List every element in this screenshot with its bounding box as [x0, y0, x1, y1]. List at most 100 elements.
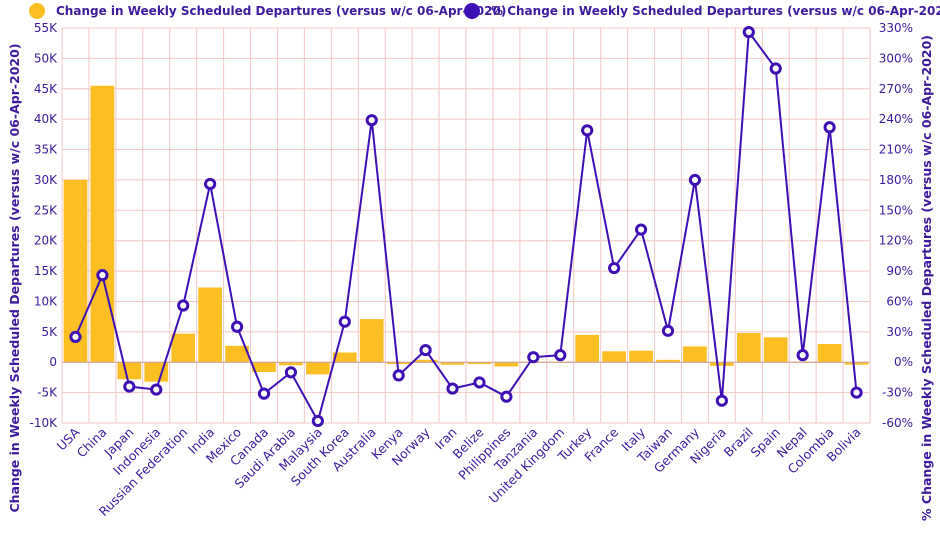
bar[interactable]	[844, 362, 869, 365]
right-tick-label: 30%	[886, 325, 913, 339]
right-tick-label: 90%	[886, 264, 913, 278]
legend-item-line[interactable]: % Change in Weekly Scheduled Departures …	[464, 3, 940, 19]
line-point[interactable]	[69, 330, 82, 344]
line-point[interactable]	[554, 349, 567, 362]
line-point[interactable]	[715, 394, 728, 407]
bar[interactable]	[763, 337, 788, 363]
bar[interactable]	[117, 362, 142, 380]
line-point[interactable]	[204, 177, 217, 191]
legend-label-bars: Change in Weekly Scheduled Departures (v…	[56, 4, 506, 18]
line-point[interactable]	[392, 369, 405, 382]
right-tick-label: 150%	[879, 203, 913, 217]
left-tick-label: 20K	[34, 234, 58, 248]
right-tick-label: 120%	[879, 234, 913, 248]
right-tick-label: -30%	[882, 386, 913, 400]
line-point[interactable]	[446, 382, 459, 395]
bar[interactable]	[683, 346, 707, 363]
line-point[interactable]	[284, 366, 298, 379]
bar-series	[63, 85, 869, 382]
line-point[interactable]	[796, 349, 809, 362]
series-line	[74, 29, 858, 424]
legend-item-bars[interactable]: Change in Weekly Scheduled Departures (v…	[29, 3, 506, 19]
line-point[interactable]	[257, 387, 271, 400]
bar[interactable]	[306, 362, 330, 375]
bar[interactable]	[629, 350, 653, 363]
line-point[interactable]	[500, 390, 513, 403]
bar[interactable]	[359, 319, 384, 363]
bar[interactable]	[225, 345, 249, 363]
left-tick-label: -5K	[37, 386, 58, 400]
left-tick-label: 30K	[34, 173, 58, 187]
line-point[interactable]	[96, 269, 109, 282]
line-point[interactable]	[419, 343, 432, 357]
legend-swatch-line	[464, 3, 480, 19]
right-tick-label: 300%	[879, 51, 913, 65]
bar[interactable]	[710, 362, 734, 366]
bar[interactable]	[440, 362, 465, 365]
bar[interactable]	[386, 362, 411, 365]
left-tick-label: 25K	[34, 203, 58, 217]
line-point[interactable]	[581, 124, 594, 137]
line-point[interactable]	[608, 261, 621, 275]
left-tick-label: -10K	[30, 416, 59, 430]
line-point[interactable]	[338, 315, 351, 328]
line-point[interactable]	[769, 62, 782, 75]
line-point[interactable]	[473, 376, 486, 389]
bar[interactable]	[817, 344, 842, 363]
line-point[interactable]	[850, 386, 863, 399]
line-point[interactable]	[688, 173, 702, 187]
line-point[interactable]	[634, 223, 648, 236]
line-point[interactable]	[150, 383, 163, 396]
legend-swatch-bars	[29, 3, 45, 19]
line-point[interactable]	[527, 351, 540, 364]
legend: Change in Weekly Scheduled Departures (v…	[29, 3, 940, 19]
left-tick-label: 45K	[34, 82, 58, 96]
right-axis-title: % Change in Weekly Scheduled Departures …	[919, 35, 934, 521]
bar[interactable]	[736, 333, 761, 363]
line-point[interactable]	[742, 25, 755, 39]
bar[interactable]	[413, 359, 438, 363]
line-point[interactable]	[230, 320, 244, 333]
left-tick-label: 55K	[34, 21, 58, 35]
bar[interactable]	[252, 362, 276, 372]
bar[interactable]	[90, 85, 115, 363]
category-label: Brazil	[721, 425, 756, 460]
bar[interactable]	[63, 179, 88, 363]
bar[interactable]	[602, 351, 626, 363]
legend-label-line: % Change in Weekly Scheduled Departures …	[491, 4, 940, 18]
line-point[interactable]	[177, 299, 190, 312]
right-axis-ticks: -60% -30% 0% 30% 60% 90% 120% 150% 180% 210% 240% 2…	[879, 21, 913, 430]
bar[interactable]	[279, 362, 303, 366]
line-point[interactable]	[123, 380, 136, 393]
left-axis-ticks: -10K -5K 0 5K 10K 15K 20K 25K 30K 35K 40K 45K 50K 55K	[30, 21, 59, 430]
line-point[interactable]	[823, 121, 836, 134]
bar[interactable]	[332, 352, 357, 363]
left-tick-label: 15K	[34, 264, 58, 278]
right-tick-label: 240%	[879, 112, 913, 126]
line-point[interactable]	[661, 324, 675, 337]
right-tick-label: 180%	[879, 173, 913, 187]
line-point[interactable]	[365, 114, 378, 127]
bar[interactable]	[575, 334, 600, 363]
right-tick-label: 210%	[879, 143, 913, 157]
line-series	[69, 25, 863, 428]
bar[interactable]	[494, 362, 519, 367]
right-tick-label: 60%	[886, 294, 913, 308]
bar[interactable]	[467, 362, 492, 365]
left-tick-label: 5K	[41, 325, 58, 339]
left-axis-title: Change in Weekly Scheduled Departures (v…	[7, 43, 22, 512]
line-point[interactable]	[311, 414, 324, 428]
category-label: China	[74, 425, 110, 461]
left-tick-label: 10K	[34, 294, 58, 308]
bar[interactable]	[198, 287, 222, 363]
left-tick-label: 40K	[34, 112, 58, 126]
left-tick-label: 50K	[34, 51, 58, 65]
left-tick-label: 0	[49, 355, 57, 369]
bar[interactable]	[144, 362, 169, 382]
bar[interactable]	[171, 333, 196, 363]
left-tick-label: 35K	[34, 143, 58, 157]
bar[interactable]	[656, 359, 680, 363]
right-tick-label: 270%	[879, 82, 913, 96]
